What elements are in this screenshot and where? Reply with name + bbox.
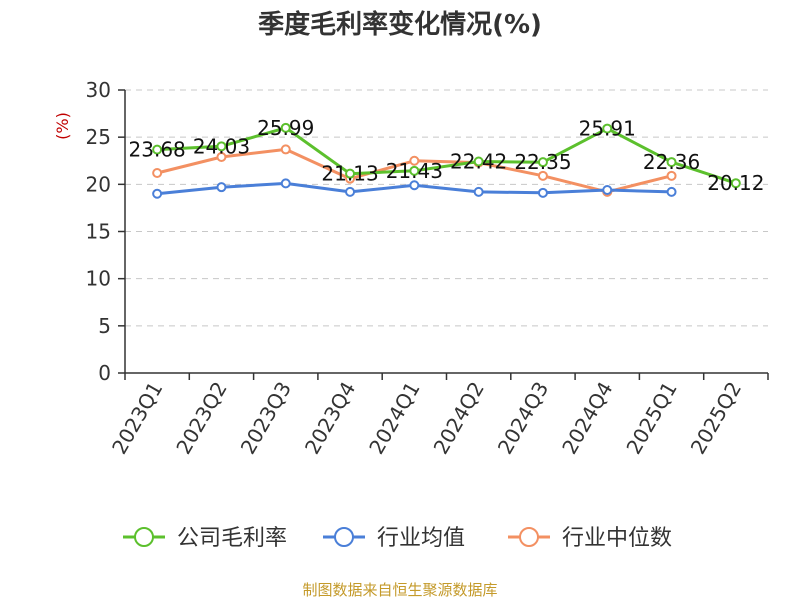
data-label: 22.36 xyxy=(643,150,700,174)
legend-label: 公司毛利率 xyxy=(177,526,287,551)
data-point xyxy=(409,165,420,176)
x-tick-label: 2023Q4 xyxy=(300,378,360,459)
legend: 公司毛利率 行业均值 行业中位数 xyxy=(123,526,672,551)
data-label: 21.43 xyxy=(386,159,443,183)
data-point xyxy=(216,151,227,162)
y-tick-label: 0 xyxy=(98,361,111,385)
data-point xyxy=(537,187,548,198)
source-note: 制图数据来自恒生聚源数据库 xyxy=(302,581,497,599)
x-tick-label: 2023Q3 xyxy=(236,378,296,459)
x-tick-label: 2024Q1 xyxy=(364,378,424,459)
data-point xyxy=(409,180,420,191)
x-tick-label: 2025Q2 xyxy=(686,378,746,459)
data-point xyxy=(666,157,677,168)
data-label: 20.12 xyxy=(707,171,764,195)
y-tick-label: 20 xyxy=(86,172,111,196)
plot-area xyxy=(152,122,741,199)
data-label: 22.35 xyxy=(514,150,571,174)
data-point xyxy=(409,155,420,166)
x-tick-label: 2024Q4 xyxy=(557,378,617,459)
data-point xyxy=(345,168,356,179)
data-point xyxy=(666,170,677,181)
data-point xyxy=(537,170,548,181)
data-label: 21.13 xyxy=(321,162,378,186)
data-point xyxy=(280,122,291,133)
data-labels: 23.68 24.03 25.99 21.13 21.43 22.42 22.35 25.91… xyxy=(129,116,765,195)
data-point xyxy=(537,157,548,168)
series-line xyxy=(157,126,737,185)
y-tick-label: 5 xyxy=(98,314,111,338)
data-point xyxy=(473,186,484,197)
data-label: 24.03 xyxy=(193,134,250,158)
data-label: 25.91 xyxy=(579,117,636,141)
data-point xyxy=(152,168,163,179)
x-tick-label: 2024Q3 xyxy=(493,378,553,459)
legend-marker xyxy=(334,527,354,547)
legend-marker xyxy=(134,527,154,547)
x-tick-label: 2025Q1 xyxy=(621,378,681,459)
y-tick-label: 25 xyxy=(86,125,111,149)
legend-label: 行业均值 xyxy=(377,526,465,551)
x-tick-label: 2023Q2 xyxy=(171,378,231,459)
chart-title: 季度毛利率变化情况(%) xyxy=(258,9,542,40)
y-tick-label: 30 xyxy=(86,78,111,102)
data-point xyxy=(216,182,227,193)
x-tick-label: 2024Q2 xyxy=(429,378,489,459)
data-point xyxy=(730,178,741,189)
data-point xyxy=(280,178,291,189)
legend-label: 行业中位数 xyxy=(562,526,672,551)
data-point xyxy=(152,144,163,155)
data-point xyxy=(152,188,163,199)
data-point xyxy=(345,186,356,197)
gridlines xyxy=(125,89,768,327)
data-point xyxy=(602,123,613,134)
y-tick-label: 10 xyxy=(86,267,111,291)
data-point xyxy=(473,156,484,167)
legend-marker xyxy=(519,527,539,547)
data-point xyxy=(602,184,613,195)
data-point xyxy=(280,144,291,155)
data-label: 22.42 xyxy=(450,150,507,174)
x-axis-ticks: 2023Q1 2023Q2 2023Q3 2023Q4 2024Q1 2024Q2 2024… xyxy=(107,373,769,459)
data-point xyxy=(216,141,227,152)
y-axis-unit: (%) xyxy=(53,112,72,140)
y-tick-label: 15 xyxy=(86,220,111,244)
data-point xyxy=(666,186,677,197)
data-label: 23.68 xyxy=(129,138,186,162)
x-tick-label: 2023Q1 xyxy=(107,378,167,459)
y-axis-ticks: 0 5 10 15 20 25 30 xyxy=(86,78,125,385)
data-label: 25.99 xyxy=(257,116,314,140)
